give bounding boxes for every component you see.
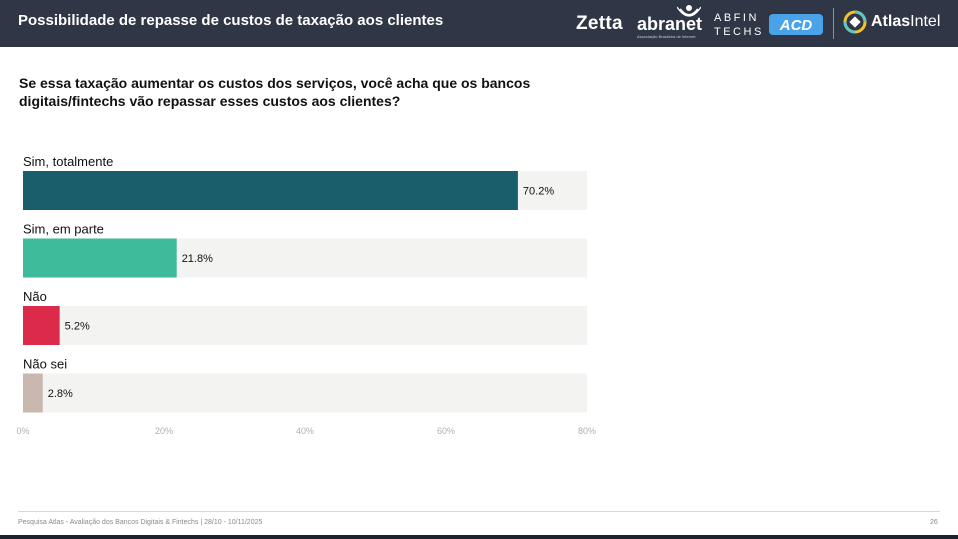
abranet-logo-subtitle: Associação Brasileira de Internet [637,34,696,39]
bar [23,171,518,210]
zetta-logo: Zetta [576,13,623,34]
atlas-intel-mark-icon [843,10,867,34]
footer-source: Pesquisa Atlas - Avaliação dos Bancos Di… [18,519,263,526]
category-label: Sim, totalmente [23,154,113,169]
x-tick-label: 20% [155,426,173,436]
data-label: 2.8% [48,388,73,400]
atlas-intel-logo: AtlasIntel [871,13,940,31]
bar [23,373,43,413]
category-label: Não sei [23,357,67,372]
x-tick-label: 80% [578,426,596,436]
page-number: 26 [930,519,938,526]
category-label: Não [23,289,47,304]
abfintechs-logo-line1: ABFIN [714,12,759,24]
survey-question: Se essa taxação aumentar os custos dos s… [19,75,531,109]
x-tick-label: 60% [437,426,455,436]
logo-divider [833,8,834,39]
acd-logo-text: ACD [779,17,813,34]
acd-logo: ACD [769,14,823,35]
data-label: 5.2% [65,321,90,333]
page-title: Possibilidade de repasse de custos de ta… [18,12,444,29]
data-label: 21.8% [182,253,213,265]
bar-track [23,373,587,413]
bar-track [23,306,587,345]
x-tick-label: 0% [16,426,29,436]
abranet-mark-icon [677,5,701,17]
x-tick-label: 40% [296,426,314,436]
abfintechs-logo: ABFIN TECHS [714,11,764,39]
abfintechs-logo-line2: TECHS [714,26,764,38]
bar [23,238,177,278]
footer-divider [18,511,940,512]
abranet-logo: abranet [637,14,703,34]
bar [23,306,60,345]
bottom-bar [0,535,958,539]
atlas-intel-logo-light: Intel [910,13,941,30]
atlas-intel-logo-bold: Atlas [871,13,911,30]
data-label: 70.2% [523,186,554,198]
category-label: Sim, em parte [23,222,104,237]
